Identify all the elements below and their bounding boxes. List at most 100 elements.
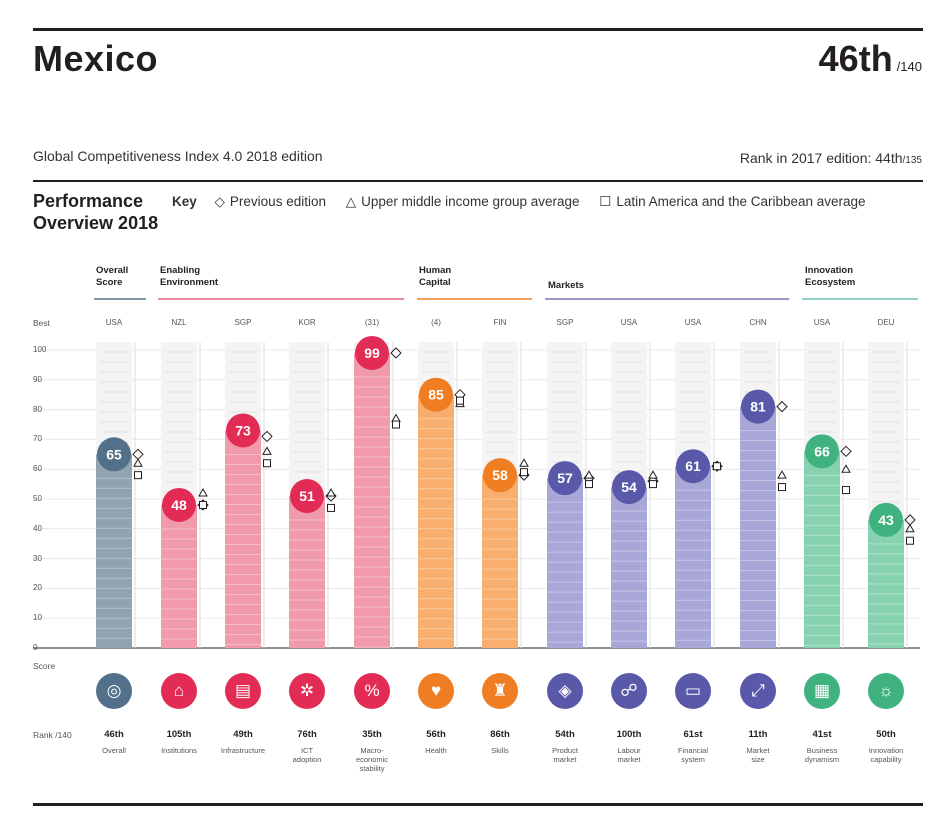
rank-label: 61st (683, 729, 703, 740)
best-performer-label: USA (813, 318, 831, 327)
best-performer-label: (31) (364, 318, 380, 327)
score-label: 81 (750, 399, 766, 415)
score-label: 66 (814, 443, 830, 459)
score-bubble (97, 437, 131, 472)
best-performer-label: KOR (298, 318, 316, 327)
group-human-label: Human Capital (419, 265, 451, 289)
upper-middle-marker (648, 470, 658, 479)
pillar-name-line: Institutions (161, 746, 197, 755)
group-innovation-line1: Innovation (805, 265, 854, 276)
y-tick-label: 60 (33, 464, 42, 474)
previous-edition-marker (840, 445, 852, 458)
latam-marker (713, 462, 721, 471)
chart-icon: ▦ (804, 673, 840, 709)
rank-label: 41st (812, 729, 832, 740)
pillar-name-line: market (617, 755, 641, 764)
y-tick-label: 10 (33, 613, 42, 623)
bar (804, 451, 840, 648)
latam-marker (585, 480, 593, 489)
latam-marker (649, 480, 657, 489)
best-performer-label: SGP (234, 318, 252, 327)
target-icon: ◎ (96, 673, 132, 709)
upper-middle-marker (198, 488, 208, 497)
legend-upper-middle: △ Upper middle income group average (346, 194, 580, 209)
group-enabling-line (158, 298, 404, 300)
performance-title: Performance Overview 2018 (33, 190, 158, 234)
pillar-name-line: ICT (300, 746, 314, 755)
best-performer-label: NZL (171, 318, 187, 327)
bar (675, 466, 711, 648)
legend-previous: ◇ Previous edition (215, 194, 326, 209)
legend-previous-label: Previous edition (229, 194, 326, 209)
rank-label: 100th (616, 729, 642, 740)
latam-marker (842, 486, 850, 495)
previous-edition-marker (261, 430, 273, 443)
group-human-line1: Human (419, 265, 452, 276)
score-label: 85 (428, 387, 444, 403)
y-tick-label: 30 (33, 553, 42, 563)
score-label: 54 (621, 479, 637, 495)
group-overall-line2: Score (96, 277, 123, 288)
pillar-name: Institutions (149, 746, 209, 755)
score-bubble (226, 413, 260, 448)
pillar-name-line: Market (746, 746, 770, 755)
score-bubble (355, 335, 389, 370)
building-icon: ▤ (225, 673, 261, 709)
score-bubble (483, 458, 517, 493)
score-bubble (869, 502, 903, 537)
pillar-name-line: capability (870, 755, 902, 764)
pillar-name-line: Labour (617, 746, 641, 755)
best-performer-label: FIN (493, 318, 507, 327)
pillar-name-line: stability (359, 764, 385, 773)
rank-of: /140 (896, 59, 922, 74)
legend-upper-middle-label: Upper middle income group average (361, 194, 580, 209)
people-icon: ☍ (611, 673, 647, 709)
score-bubble (548, 461, 582, 496)
bulb-icon: ☼ (868, 673, 904, 709)
upper-middle-marker (841, 464, 851, 473)
rank-label: 76th (297, 729, 317, 740)
score-bubble (612, 470, 646, 505)
y-tick-label: 80 (33, 404, 42, 414)
overall-rank: 46th/140 (819, 38, 922, 80)
y-tick-label: 20 (33, 583, 42, 593)
legend-latam-label: Latin America and the Caribbean average (616, 194, 866, 209)
best-performer-label: DEU (877, 318, 895, 327)
latam-marker (456, 396, 464, 405)
upper-middle-marker (326, 488, 336, 497)
bar (354, 352, 390, 648)
group-innovation-label: Innovation Ecosystem (805, 265, 855, 289)
pillar-name-line: Innovation (868, 746, 904, 755)
pillar-name: Overall (84, 746, 144, 755)
latam-marker (199, 500, 207, 509)
square-icon: ☐ (599, 194, 612, 209)
graduation-icon: ♜ (482, 673, 518, 709)
score-bubble (290, 479, 324, 514)
latam-marker (327, 503, 335, 512)
group-innovation-line (802, 298, 918, 300)
score-bubble (162, 487, 196, 522)
group-human-line2: Capital (419, 277, 451, 288)
rank-label: 86th (490, 729, 510, 740)
score-bubble (805, 434, 839, 469)
previous-rank-label: Rank in 2017 edition: 44th (739, 150, 903, 166)
best-performer-label: USA (684, 318, 702, 327)
previous-edition-marker (776, 400, 788, 413)
previous-rank: Rank in 2017 edition: 44th/135 (740, 150, 922, 166)
pillar-name-line: Macro- (360, 746, 384, 755)
upper-middle-marker (584, 470, 594, 479)
pillar-name: Innovation capability (856, 746, 916, 764)
y-tick-label: 50 (33, 494, 42, 503)
score-label: 73 (235, 422, 251, 438)
expand-icon: ⤢ (740, 673, 776, 709)
upper-middle-marker (777, 470, 787, 479)
pillar-name: Business dynamism (792, 746, 852, 764)
bar (482, 475, 518, 648)
pillar-name: Product market (535, 746, 595, 764)
score-label: 48 (171, 497, 187, 513)
y-tick-label: 0 (33, 643, 38, 652)
bar (547, 478, 583, 648)
best-performer-label: (4) (431, 318, 441, 327)
pillar-name-line: adoption (292, 755, 322, 764)
latam-marker (520, 468, 528, 477)
